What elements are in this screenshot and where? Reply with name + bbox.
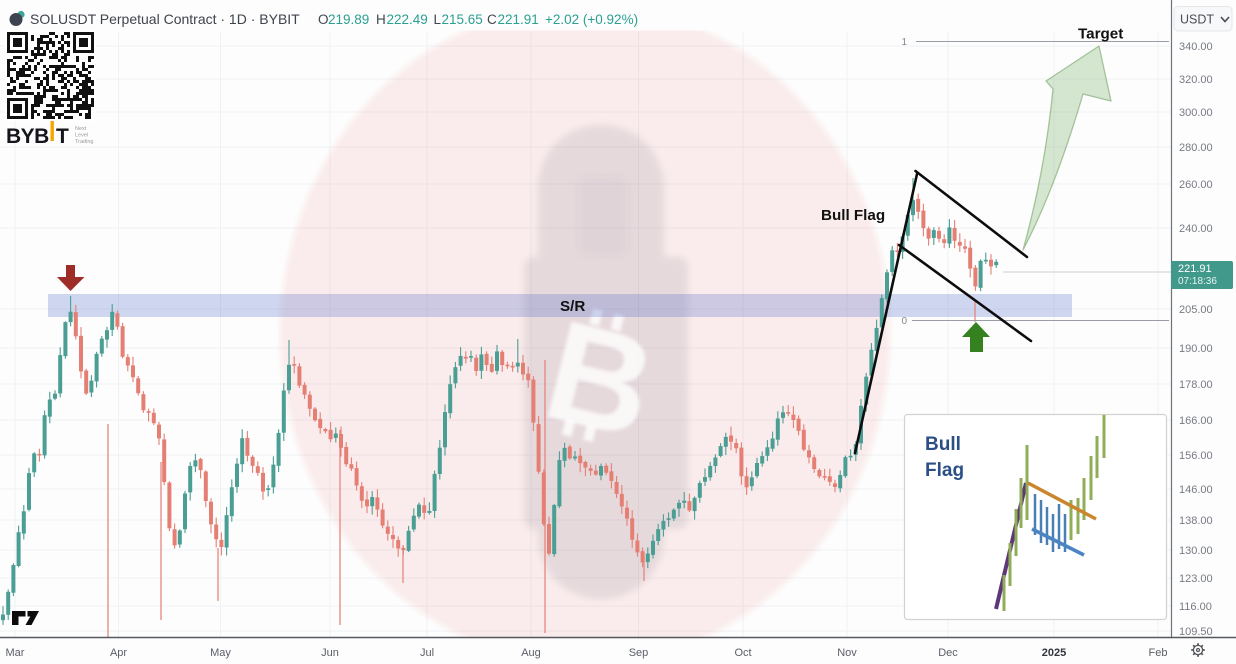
svg-text:Next: Next [75,126,87,132]
svg-text:221.91: 221.91 [498,12,539,27]
svg-text:S/R: S/R [560,298,585,315]
svg-text:130.00: 130.00 [1179,545,1213,557]
svg-text:Aug: Aug [521,647,541,659]
svg-text:280.00: 280.00 [1179,142,1213,154]
svg-text:SOLUSDT Perpetual Contract · 1: SOLUSDT Perpetual Contract · 1D · BYBIT [30,11,300,27]
svg-text:0: 0 [901,316,907,327]
svg-text:138.00: 138.00 [1179,515,1213,527]
svg-text:Nov: Nov [837,647,857,659]
svg-text:Flag: Flag [925,460,964,481]
svg-text:146.00: 146.00 [1179,484,1213,496]
svg-text:Feb: Feb [1149,647,1168,659]
svg-text:260.00: 260.00 [1179,179,1213,191]
svg-text:Oct: Oct [734,647,751,659]
svg-text:1: 1 [901,37,907,48]
svg-text:123.00: 123.00 [1179,573,1213,585]
svg-text:221.91: 221.91 [1178,263,1212,275]
svg-text:156.00: 156.00 [1179,450,1213,462]
svg-text:Bull: Bull [925,434,961,455]
svg-text:Sep: Sep [629,647,649,659]
svg-text:190.00: 190.00 [1179,343,1213,355]
svg-text:Target: Target [1078,26,1123,43]
svg-text:Jul: Jul [420,647,434,659]
svg-text:Dec: Dec [938,647,958,659]
svg-text:340.00: 340.00 [1179,41,1213,53]
svg-text:Bull Flag: Bull Flag [821,207,885,224]
svg-text:2025: 2025 [1042,647,1066,659]
svg-text:T: T [56,125,69,148]
svg-text:166.00: 166.00 [1179,415,1213,427]
svg-text:May: May [210,647,231,659]
svg-text:O: O [318,12,329,27]
svg-text:Trading: Trading [75,139,93,145]
svg-text:L: L [434,12,442,27]
svg-text:Mar: Mar [6,647,25,659]
svg-text:205.00: 205.00 [1179,304,1213,316]
svg-text:+2.02 (+0.92%): +2.02 (+0.92%) [545,12,638,27]
svg-text:C: C [487,12,497,27]
svg-text:116.00: 116.00 [1179,601,1212,613]
svg-text:219.89: 219.89 [328,12,369,27]
svg-text:178.00: 178.00 [1179,379,1213,391]
svg-text:H: H [376,12,386,27]
svg-text:109.50: 109.50 [1179,626,1213,638]
svg-text:USDT: USDT [1180,13,1214,27]
svg-text:07:18:36: 07:18:36 [1178,276,1217,287]
svg-text:Jun: Jun [321,647,339,659]
svg-text:215.65: 215.65 [442,12,483,27]
svg-text:222.49: 222.49 [387,12,428,27]
svg-text:300.00: 300.00 [1179,107,1213,119]
svg-text:BYB: BYB [6,125,49,148]
svg-text:Level: Level [75,133,88,139]
svg-text:Apr: Apr [110,647,127,659]
svg-text:240.00: 240.00 [1179,223,1213,235]
svg-text:320.00: 320.00 [1179,74,1213,86]
